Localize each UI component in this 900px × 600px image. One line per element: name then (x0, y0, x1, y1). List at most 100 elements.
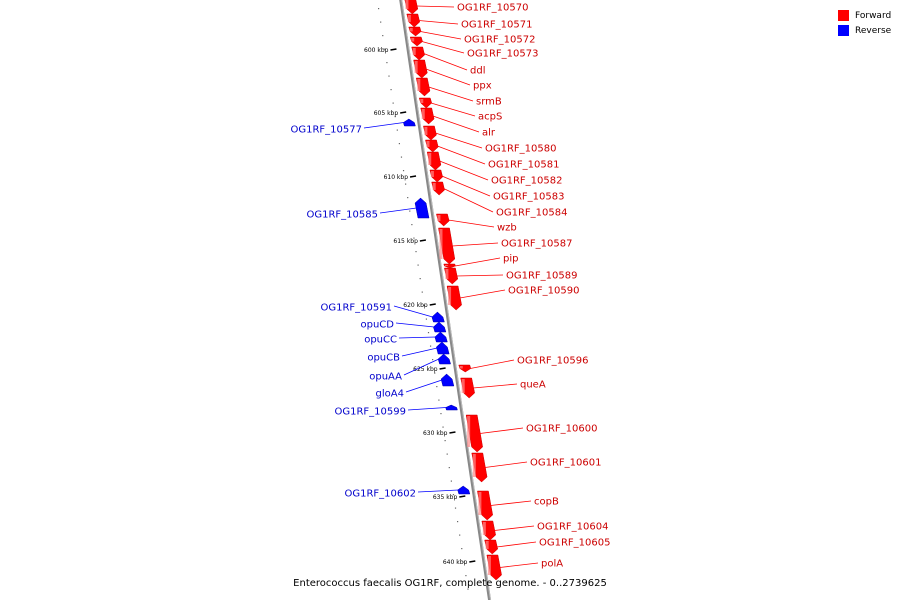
ruler-dot (394, 116, 396, 118)
ruler-dot (421, 291, 423, 293)
reverse-gene-arrow (414, 197, 430, 219)
scale-tick-label: 605 kbp (374, 110, 399, 117)
gene-label: OG1RF_10580 (485, 144, 557, 155)
gene-label: OG1RF_10589 (506, 271, 578, 282)
gene-label: OG1RF_10599 (335, 407, 407, 418)
gene-leader-line (395, 322, 435, 328)
gene-label: ddl (470, 66, 485, 77)
scale-tick (439, 367, 446, 370)
gene-leader-line (401, 347, 438, 357)
gene-highlight (424, 127, 428, 135)
gene-highlight (445, 269, 449, 279)
scale-tick-label: 600 kbp (364, 47, 389, 54)
genome-backbone (399, 0, 492, 600)
scale-tick (409, 175, 417, 178)
ruler-dot (400, 156, 403, 158)
gene-highlight (411, 38, 415, 42)
gene-leader-line (439, 160, 489, 181)
gene-label: acpS (478, 112, 502, 123)
ruler-dot (444, 440, 446, 442)
gene-label: OG1RF_10604 (537, 522, 609, 533)
legend-forward-label: Forward (855, 10, 892, 21)
gene-leader-line (423, 53, 468, 71)
gene-leader-line (494, 525, 535, 531)
gene-highlight (426, 141, 430, 147)
ruler-dot (398, 143, 400, 145)
ruler-dot (423, 305, 425, 307)
scale-tick-label: 620 kbp (403, 302, 428, 309)
gene-label: gloA4 (376, 389, 404, 400)
gene-label: opuAA (369, 372, 402, 383)
gene-label: OG1RF_10605 (539, 538, 611, 549)
gene-leader-line (441, 175, 491, 197)
ruler-dot (434, 372, 436, 374)
gene-leader-line (499, 562, 539, 568)
gene-leader-line (484, 461, 528, 468)
scale-tick (419, 239, 427, 242)
reverse-gene-arrow (437, 353, 451, 365)
gene-label: alr (482, 128, 496, 139)
gene-highlight (407, 15, 411, 22)
gene-highlight (432, 183, 436, 190)
gene-leader-line (405, 379, 443, 393)
scale-tick (390, 48, 397, 51)
gene-label: OG1RF_10572 (464, 35, 536, 46)
ruler-dot (380, 21, 382, 23)
gene-label: opuCB (367, 353, 400, 364)
ruler-dot (417, 264, 419, 266)
reverse-gene-arrow (434, 331, 448, 343)
gene-highlight (437, 215, 441, 221)
gene-highlight (430, 171, 434, 177)
scale-tick-label: 615 kbp (393, 238, 418, 245)
scale-tick (429, 303, 436, 306)
gene-leader-line (432, 115, 480, 133)
ruler-dot (440, 413, 442, 415)
ruler-dot (388, 75, 390, 77)
ruler-dot (457, 521, 459, 523)
ruler-dot (415, 251, 417, 253)
legend-reverse: Reverse (838, 23, 891, 38)
gene-leader-line (443, 188, 494, 213)
reverse-gene-arrow (436, 341, 450, 355)
ruler-dot (429, 345, 432, 347)
gene-label: OG1RF_10585 (307, 210, 379, 221)
gene-leader-line (455, 257, 501, 267)
gene-leader-line (430, 102, 476, 117)
ruler-dot (402, 170, 405, 172)
gene-leader-line (418, 20, 459, 25)
gene-leader-line (417, 489, 459, 493)
gene-leader-line (428, 86, 474, 102)
ruler-dot (409, 210, 411, 212)
gene-label: OG1RF_10571 (461, 20, 533, 31)
gene-highlight (485, 541, 489, 549)
ruler-dot (390, 89, 392, 91)
ruler-dot (448, 467, 450, 469)
legend-forward: Forward (838, 8, 891, 23)
ruler-dot (386, 62, 388, 64)
scale-tick-label: 635 kbp (433, 494, 458, 501)
gene-leader-line (448, 219, 495, 228)
gene-label: srmB (476, 97, 502, 108)
gene-highlight (412, 48, 416, 55)
ruler-dot (396, 129, 398, 131)
scale-tick (449, 431, 456, 434)
legend: Forward Reverse (838, 8, 891, 38)
forward-gene-arrow (465, 414, 483, 453)
reverse-gene-arrow (445, 404, 458, 411)
gene-highlight (478, 492, 482, 515)
ruler-dot (454, 507, 457, 509)
gene-leader-line (473, 383, 518, 389)
gene-label: ppx (473, 81, 492, 92)
gene-leader-line (479, 427, 524, 434)
gene-leader-line (421, 41, 465, 54)
gene-label: OG1RF_10591 (321, 303, 393, 314)
gene-label: OG1RF_10590 (508, 286, 580, 297)
gene-label: OG1RF_10601 (530, 458, 602, 469)
gene-highlight (448, 287, 452, 305)
ruler-dot (442, 426, 444, 428)
gene-highlight (405, 0, 409, 9)
gene-label: queA (520, 380, 546, 391)
ruler-dot (432, 359, 434, 361)
gene-highlight (461, 379, 465, 393)
scale-tick (400, 111, 407, 114)
